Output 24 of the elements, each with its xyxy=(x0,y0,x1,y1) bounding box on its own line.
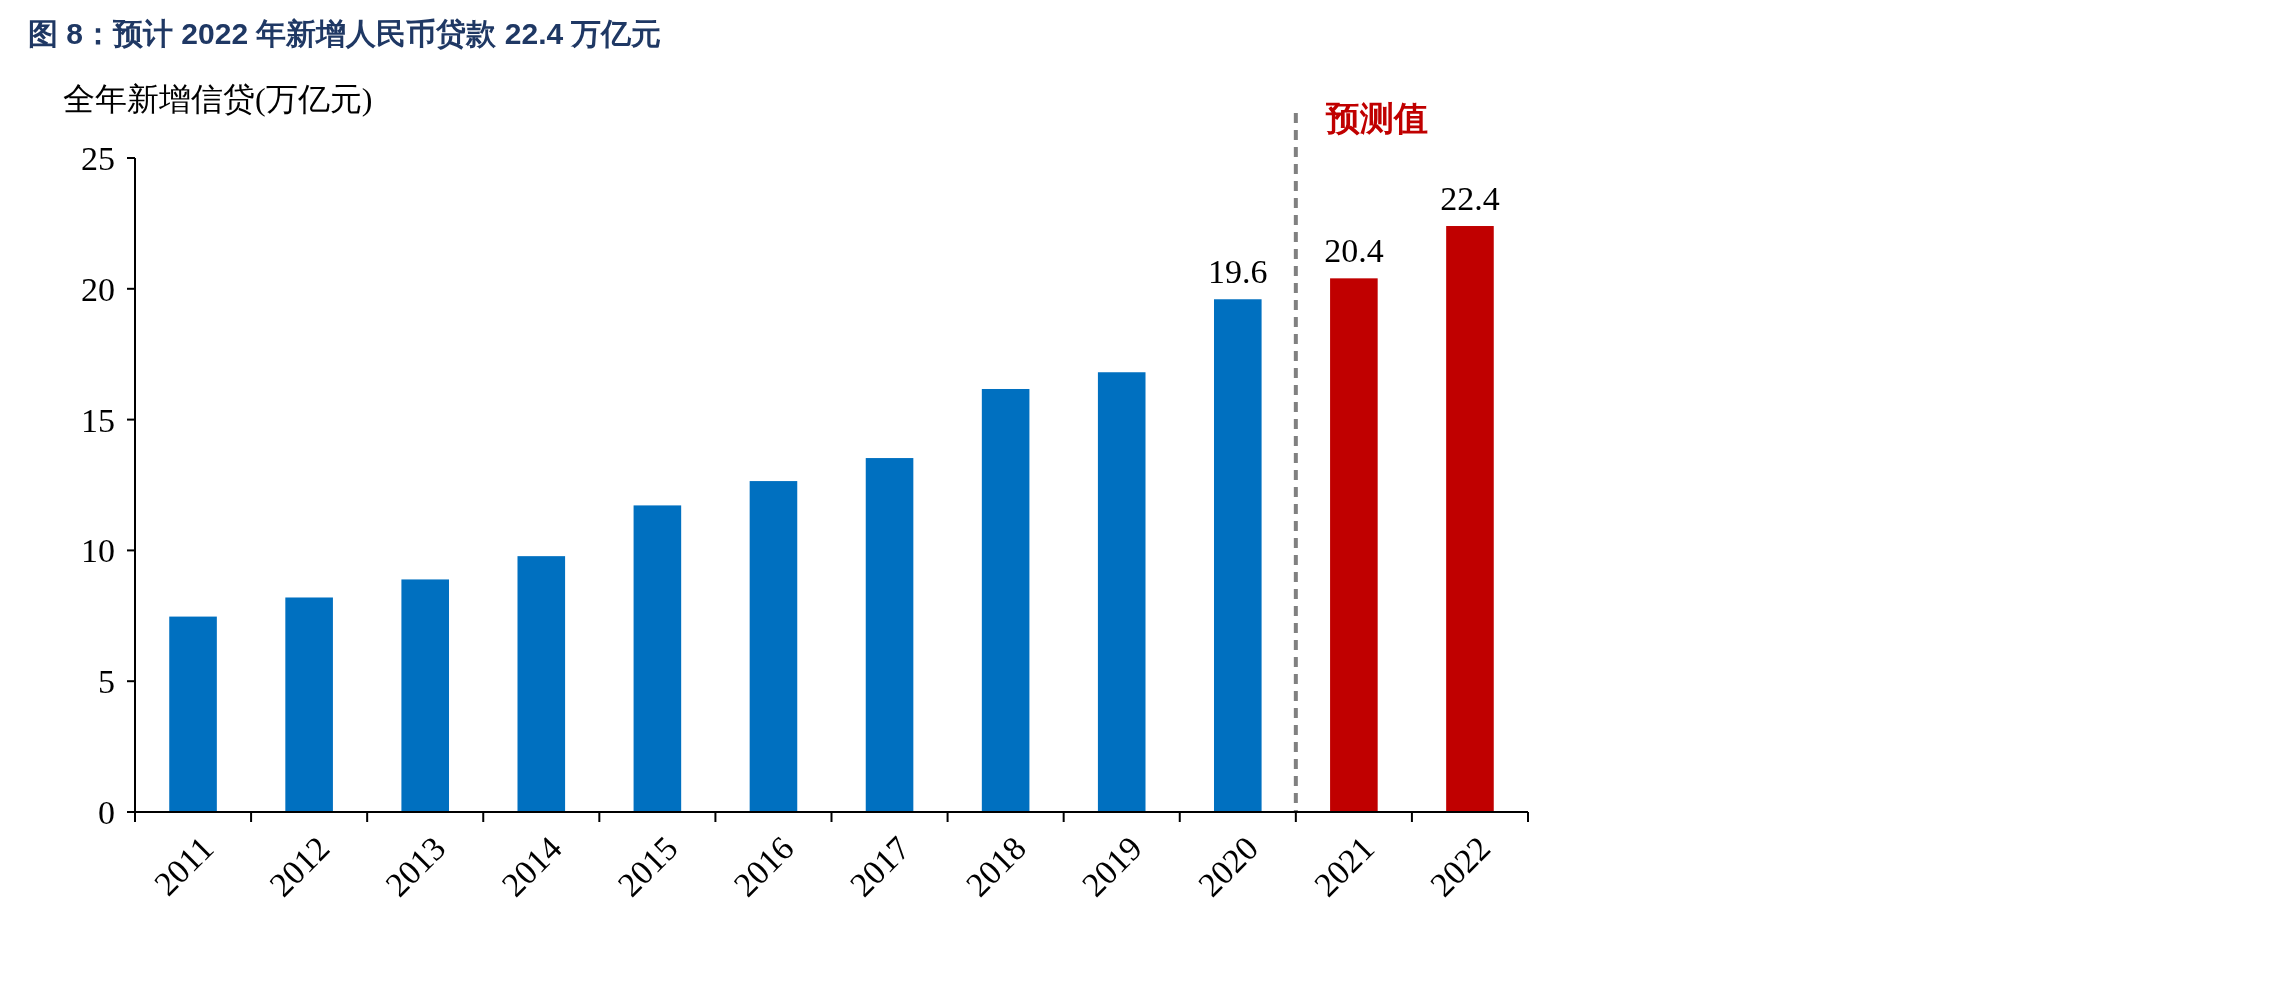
bar xyxy=(517,556,566,812)
bar xyxy=(865,458,914,812)
bar xyxy=(633,505,682,812)
y-tick-label: 25 xyxy=(81,139,115,177)
bar xyxy=(169,616,217,812)
y-tick-label: 10 xyxy=(81,532,115,570)
bar xyxy=(1446,226,1494,812)
y-tick-label: 0 xyxy=(98,793,115,831)
bar xyxy=(981,388,1030,812)
data-label: 20.4 xyxy=(1324,232,1384,270)
bar xyxy=(1213,299,1262,812)
bar xyxy=(401,579,450,812)
bar xyxy=(285,597,333,812)
data-label: 22.4 xyxy=(1440,180,1500,218)
y-tick-label: 20 xyxy=(81,270,115,308)
text: 预测值 xyxy=(1324,100,1428,137)
data-label: 19.6 xyxy=(1208,253,1268,291)
bar xyxy=(749,481,798,812)
chart-title: 图 8：预计 2022 年新增人民币贷款 22.4 万亿元 xyxy=(28,17,662,50)
y-tick-label: 15 xyxy=(81,401,115,439)
y-tick-label: 5 xyxy=(98,663,115,701)
bar xyxy=(1097,372,1146,812)
y-axis-title: 全年新增信贷(万亿元) xyxy=(63,81,373,117)
bar xyxy=(1330,278,1378,812)
